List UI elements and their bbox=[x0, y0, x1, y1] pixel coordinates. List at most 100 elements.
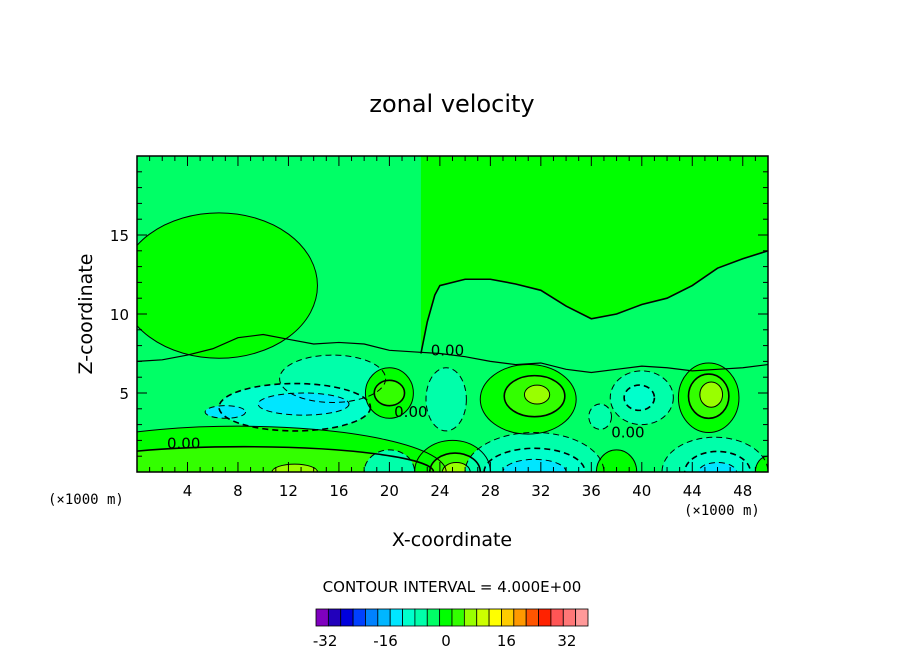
contour-labels: 0.00 0.00 0.00 0.00 bbox=[167, 341, 645, 452]
contour-line bbox=[464, 432, 605, 472]
contour-label: 0.00 bbox=[394, 403, 427, 421]
colorbar-swatch bbox=[550, 608, 564, 627]
x-tick-label: 44 bbox=[683, 482, 702, 500]
colorbar-swatch bbox=[365, 608, 379, 627]
x-axis-ticks: 4 8 12 16 20 24 28 32 36 40 44 48 bbox=[149, 156, 756, 500]
contour-line bbox=[687, 373, 730, 420]
contour-region-fill bbox=[205, 405, 246, 419]
x-tick-label: 28 bbox=[481, 482, 500, 500]
contour-line bbox=[523, 384, 551, 405]
colorbar-tick-label: -16 bbox=[373, 632, 398, 650]
x-tick-label: 12 bbox=[279, 482, 298, 500]
colorbar-swatch bbox=[439, 608, 453, 627]
zero-contour-lower bbox=[137, 333, 768, 374]
contour-interval-text: CONTOUR INTERVAL = 4.000E+00 bbox=[323, 578, 582, 596]
contour-line bbox=[363, 449, 416, 472]
x-tick-label: 48 bbox=[733, 482, 752, 500]
colorbar-swatch bbox=[538, 608, 552, 627]
contour-fills bbox=[137, 156, 768, 472]
colorbar-tick-label: -32 bbox=[313, 632, 338, 650]
colorbar-tick-label: 32 bbox=[557, 632, 576, 650]
chart-title: zonal velocity bbox=[369, 90, 534, 118]
contour-line bbox=[218, 382, 372, 432]
contour-line bbox=[677, 362, 740, 433]
x-tick-label: 8 bbox=[233, 482, 243, 500]
contour-line bbox=[588, 403, 613, 430]
x-axis-label: X-coordinate bbox=[392, 529, 512, 551]
contour-line bbox=[623, 384, 656, 412]
x-tick-label: 32 bbox=[531, 482, 550, 500]
colorbar-swatch bbox=[525, 608, 539, 627]
colorbar-swatch bbox=[513, 608, 527, 627]
contour-region-fill bbox=[137, 212, 318, 359]
colorbar-ticks: -32 -16 0 16 32 bbox=[313, 632, 577, 650]
colorbar bbox=[315, 608, 589, 627]
contour-line bbox=[257, 392, 350, 416]
contour-label: 0.00 bbox=[431, 341, 464, 359]
contour-line bbox=[271, 463, 318, 472]
contour-region-fill bbox=[442, 462, 471, 472]
colorbar-tick-label: 0 bbox=[441, 632, 451, 650]
contour-region-fill bbox=[624, 385, 655, 411]
contour-region-fill bbox=[137, 446, 434, 472]
colorbar-swatch bbox=[488, 608, 502, 627]
contour-line bbox=[279, 354, 387, 403]
x-unit-left: (×1000 m) bbox=[48, 492, 124, 508]
contour-region-fill bbox=[596, 449, 637, 472]
y-tick-label: 15 bbox=[110, 227, 129, 245]
colorbar-swatch bbox=[315, 608, 329, 627]
x-unit-right: (×1000 m) bbox=[684, 503, 760, 519]
contour-region-fill bbox=[524, 385, 550, 405]
contour-line bbox=[425, 367, 467, 432]
plot-area bbox=[137, 156, 768, 472]
colorbar-swatch bbox=[340, 608, 354, 627]
contour-line bbox=[137, 212, 318, 359]
contour-region-fill bbox=[502, 459, 567, 472]
x-tick-label: 20 bbox=[380, 482, 399, 500]
colorbar-tick-label: 16 bbox=[497, 632, 516, 650]
contour-region-fill bbox=[588, 404, 612, 430]
colorbar-swatch bbox=[327, 608, 342, 627]
contour-label: 0.00 bbox=[167, 435, 200, 453]
contour-region-fill bbox=[258, 393, 350, 416]
contour-region-fill bbox=[272, 464, 318, 472]
colorbar-swatch bbox=[451, 608, 465, 627]
colorbar-swatch bbox=[476, 608, 490, 627]
x-tick-label: 36 bbox=[582, 482, 601, 500]
contour-line bbox=[137, 445, 435, 472]
contour-line bbox=[479, 364, 577, 435]
y-axis-label: Z-coordinate bbox=[75, 254, 97, 375]
colorbar-swatch bbox=[463, 608, 478, 627]
zero-contour-upper bbox=[420, 250, 768, 354]
colorbar-swatch bbox=[414, 608, 428, 627]
positive-region-upper bbox=[420, 156, 768, 354]
colorbar-swatch bbox=[426, 608, 441, 627]
contour-region-fill bbox=[364, 449, 415, 472]
contour-label: 0.00 bbox=[611, 424, 644, 442]
contour-line bbox=[204, 405, 247, 419]
colorbar-swatch bbox=[352, 608, 366, 627]
y-tick-label: 10 bbox=[110, 306, 129, 324]
x-tick-label: 40 bbox=[632, 482, 651, 500]
x-tick-label: 16 bbox=[329, 482, 348, 500]
contour-line bbox=[428, 452, 482, 472]
contour-line bbox=[699, 381, 724, 408]
colorbar-swatch bbox=[389, 608, 403, 627]
contour-line bbox=[595, 449, 638, 472]
contour-region-fill bbox=[374, 380, 405, 406]
contour-region-fill bbox=[425, 367, 467, 431]
contour-line bbox=[609, 370, 674, 426]
contour-region-fill bbox=[699, 381, 723, 408]
colorbar-swatch bbox=[575, 608, 589, 627]
colorbar-swatch bbox=[377, 608, 391, 627]
colorbar-swatch bbox=[501, 608, 515, 627]
contour-line bbox=[364, 367, 414, 419]
colorbar-swatch bbox=[402, 608, 416, 627]
contour-line bbox=[503, 374, 566, 418]
x-tick-label: 4 bbox=[183, 482, 193, 500]
y-tick-label: 5 bbox=[119, 385, 129, 403]
y-axis-ticks: 5 10 15 bbox=[110, 171, 768, 457]
colorbar-swatch bbox=[562, 608, 577, 627]
x-tick-label: 24 bbox=[430, 482, 449, 500]
